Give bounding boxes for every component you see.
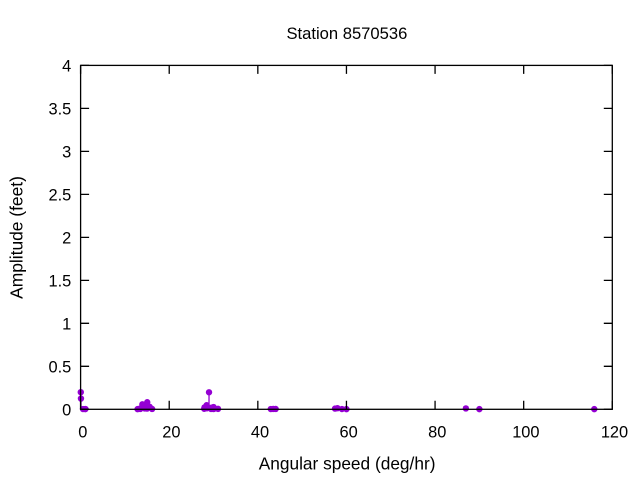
svg-text:100: 100 (512, 424, 539, 442)
svg-text:0: 0 (78, 424, 87, 442)
svg-text:Amplitude (feet): Amplitude (feet) (6, 176, 26, 299)
svg-text:1: 1 (62, 315, 71, 333)
svg-text:60: 60 (340, 424, 358, 442)
svg-text:20: 20 (162, 424, 180, 442)
svg-text:0: 0 (62, 401, 71, 419)
svg-text:2: 2 (62, 229, 71, 247)
svg-text:120: 120 (601, 424, 628, 442)
svg-text:40: 40 (251, 424, 269, 442)
svg-text:80: 80 (428, 424, 446, 442)
svg-text:Angular speed (deg/hr): Angular speed (deg/hr) (259, 454, 436, 474)
svg-text:4: 4 (62, 58, 71, 76)
svg-text:2.5: 2.5 (49, 186, 72, 204)
svg-text:3: 3 (62, 143, 71, 161)
svg-text:Station 8570536: Station 8570536 (286, 24, 407, 43)
svg-text:0.5: 0.5 (49, 358, 72, 376)
svg-text:1.5: 1.5 (49, 272, 72, 290)
svg-text:3.5: 3.5 (49, 100, 72, 118)
